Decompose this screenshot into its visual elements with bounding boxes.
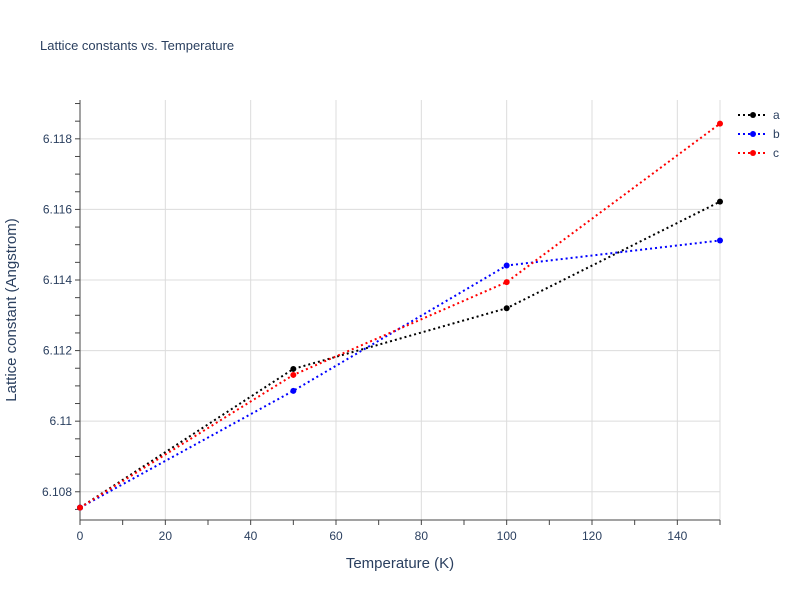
data-point-c xyxy=(717,120,723,127)
series-line-c xyxy=(79,122,721,509)
x-tick-label: 80 xyxy=(415,529,429,543)
series-line-b xyxy=(79,239,721,509)
chart-title: Lattice constants vs. Temperature xyxy=(40,38,234,53)
y-tick-label: 6.116 xyxy=(43,202,72,216)
y-tick-label: 6.112 xyxy=(43,344,72,358)
x-tick-label: 100 xyxy=(497,529,517,543)
legend-label: b xyxy=(773,127,780,141)
y-axis-title: Lattice constant (Angstrom) xyxy=(3,218,20,401)
x-tick-label: 40 xyxy=(244,529,258,543)
y-tick-label: 6.114 xyxy=(43,273,72,287)
legend-marker xyxy=(750,150,756,156)
legend-marker xyxy=(750,131,756,137)
data-point-c xyxy=(290,371,297,378)
grid-lines xyxy=(80,100,721,520)
data-point-a xyxy=(503,305,510,312)
x-tick-label: 20 xyxy=(159,529,173,543)
legend[interactable]: abc xyxy=(738,108,780,160)
axes: 0 20 40 60 80 100 120 140 6.108 6.11 6.112 6.114 6.1… xyxy=(42,100,721,543)
x-tick-label: 60 xyxy=(329,529,343,543)
legend-item-b[interactable]: b xyxy=(738,127,780,141)
legend-item-c[interactable]: c xyxy=(738,146,779,160)
data-series xyxy=(77,120,723,511)
x-tick-label: 120 xyxy=(582,529,602,543)
y-tick-label: 6.118 xyxy=(43,132,72,146)
legend-item-a[interactable]: a xyxy=(738,108,780,122)
data-point-c xyxy=(503,279,510,286)
x-axis-title: Temperature (K) xyxy=(346,555,454,572)
data-point-b xyxy=(503,262,510,269)
x-tick-label: 140 xyxy=(667,529,687,543)
data-point-c xyxy=(77,504,83,511)
data-point-a xyxy=(290,365,297,372)
x-tick-label: 0 xyxy=(77,529,84,543)
legend-label: a xyxy=(773,108,780,122)
data-point-b xyxy=(717,237,723,244)
y-tick-label: 6.11 xyxy=(50,414,73,428)
data-point-a xyxy=(717,198,723,205)
legend-label: c xyxy=(773,146,779,160)
data-point-b xyxy=(290,387,297,394)
series-line-a xyxy=(79,200,721,509)
legend-marker xyxy=(750,112,756,118)
y-tick-label: 6.108 xyxy=(42,485,72,499)
